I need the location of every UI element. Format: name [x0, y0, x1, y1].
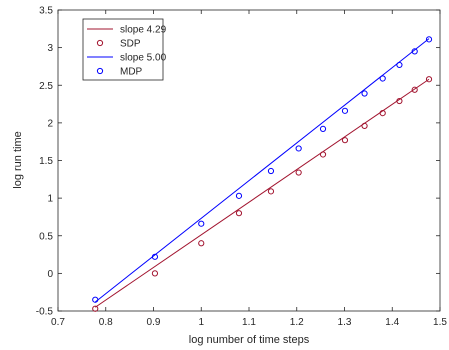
- data-point-sdp: [198, 240, 205, 247]
- x-axis-label: log number of time steps: [189, 334, 310, 346]
- legend-swatch-marker: [96, 67, 104, 75]
- data-point-sdp: [151, 270, 159, 277]
- data-point-sdp: [267, 188, 275, 195]
- y-axis-label: log run time: [12, 131, 24, 188]
- data-point-mdp: [295, 145, 302, 152]
- legend-swatch-marker: [96, 39, 104, 47]
- legend: slope 4.29 SDP slope 5.00 MDP: [82, 18, 167, 81]
- series-sdp: [92, 76, 433, 312]
- data-point-sdp: [295, 169, 302, 176]
- x-tick-label: 0.8: [99, 317, 113, 328]
- y-tick-label: -0.5: [36, 307, 54, 318]
- x-tick-label: 0.9: [147, 317, 161, 328]
- data-point-sdp: [361, 122, 368, 129]
- x-tick-label: 0.7: [51, 317, 65, 328]
- legend-label: slope 4.29: [120, 25, 167, 36]
- y-tick-label: 0.5: [39, 231, 53, 242]
- data-point-mdp: [198, 220, 205, 227]
- x-tick-label: 1: [198, 317, 204, 328]
- series-layer: [92, 36, 433, 312]
- series-line-slope-4-29: [94, 78, 430, 308]
- data-point-mdp: [379, 75, 386, 82]
- data-point-sdp: [341, 137, 349, 144]
- x-tick-label: 1.2: [290, 317, 304, 328]
- data-point-mdp: [235, 192, 243, 199]
- x-axis: 0.7 0.8 0.9 1 1.1 1.2 1.3 1.4 1.5: [51, 10, 447, 328]
- x-tick-label: 1.5: [433, 317, 447, 328]
- legend-label: MDP: [120, 67, 143, 78]
- data-point-sdp: [319, 151, 327, 158]
- legend-label: SDP: [120, 39, 141, 50]
- data-point-sdp: [92, 305, 99, 312]
- x-tick-label: 1.4: [385, 317, 399, 328]
- y-axis: -0.5 0 0.5 1 1.5 2 2.5 3 3.5: [36, 6, 440, 318]
- y-tick-label: 3.5: [39, 6, 53, 17]
- x-tick-label: 1.1: [242, 317, 256, 328]
- data-point-mdp: [151, 253, 159, 260]
- y-tick-label: 0: [47, 269, 53, 280]
- data-point-sdp: [411, 86, 418, 93]
- y-tick-label: 2: [47, 118, 53, 129]
- x-tick-label: 1.3: [338, 317, 352, 328]
- data-point-mdp: [361, 90, 368, 97]
- y-tick-label: 2.5: [39, 81, 53, 92]
- y-tick-label: 3: [47, 43, 53, 54]
- y-tick-label: 1.5: [39, 156, 53, 167]
- data-point-mdp: [92, 296, 99, 303]
- data-point-mdp: [396, 61, 403, 69]
- data-point-sdp: [379, 109, 386, 117]
- series-line-slope-5-00: [94, 38, 430, 303]
- series-slope-5-00: [94, 38, 430, 303]
- data-point-sdp: [396, 97, 403, 105]
- data-point-mdp: [341, 107, 349, 114]
- data-point-mdp: [411, 48, 418, 55]
- data-point-mdp: [319, 125, 327, 132]
- series-slope-4-29: [94, 78, 430, 308]
- data-point-mdp: [267, 167, 275, 175]
- legend-label: slope 5.00: [120, 53, 167, 64]
- data-point-mdp: [425, 36, 433, 43]
- series-mdp: [92, 36, 433, 303]
- data-point-sdp: [425, 76, 433, 83]
- data-point-sdp: [235, 210, 243, 217]
- y-tick-label: 1: [47, 194, 53, 205]
